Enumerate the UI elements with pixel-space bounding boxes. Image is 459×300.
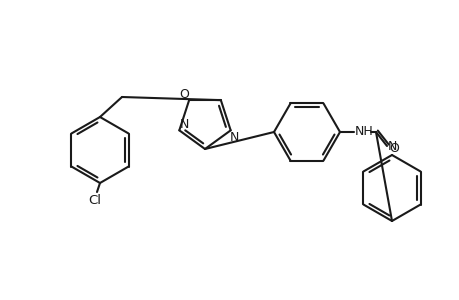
Text: N: N — [230, 131, 239, 144]
Text: O: O — [179, 88, 189, 101]
Text: NH: NH — [354, 124, 373, 137]
Text: O: O — [388, 142, 398, 154]
Text: Cl: Cl — [88, 194, 101, 208]
Text: N: N — [179, 118, 189, 131]
Text: N: N — [386, 140, 396, 152]
